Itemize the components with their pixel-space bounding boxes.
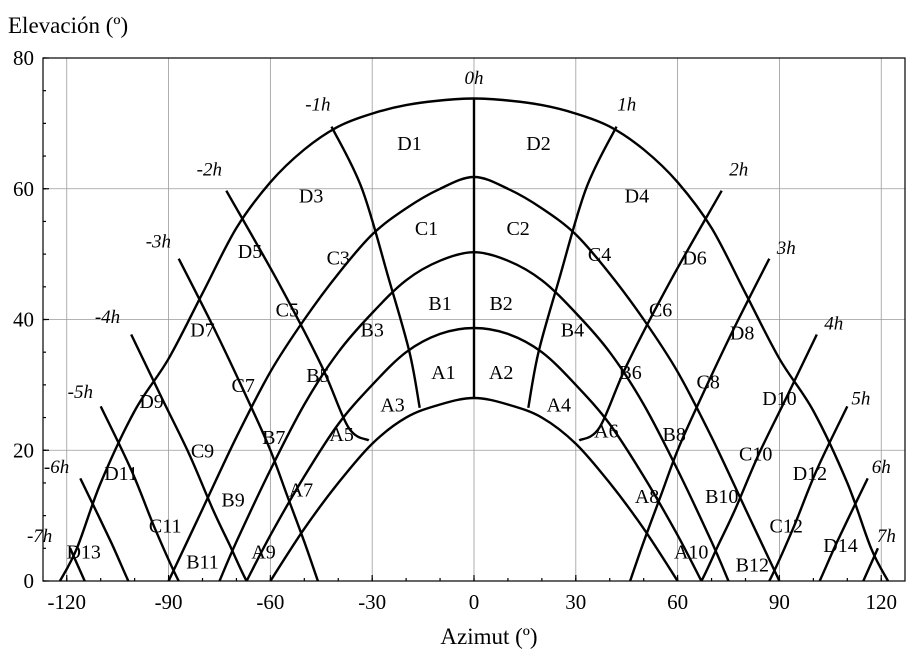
x-tick-label: 30 [565, 590, 586, 614]
hour-label: 0h [465, 68, 484, 89]
zone-label: C7 [232, 375, 255, 397]
hour-curve--4h [130, 333, 248, 581]
zone-label: C4 [588, 244, 611, 266]
y-tick-label: 60 [13, 177, 34, 201]
zone-label: B3 [361, 319, 384, 341]
zone-label: C3 [327, 247, 350, 269]
zone-label: D11 [104, 463, 138, 485]
hour-curve-5h [767, 405, 849, 581]
hour-curve-3h [628, 258, 771, 581]
x-tick-label: 0 [469, 590, 480, 614]
hour-label: 4h [824, 313, 843, 334]
zone-label: A6 [594, 421, 618, 443]
zone-label: A9 [251, 542, 275, 564]
zone-label: D4 [625, 185, 649, 207]
hour-curve--1h [330, 126, 421, 409]
zone-label: D14 [823, 535, 857, 557]
zone-label: B4 [561, 319, 584, 341]
zone-label: C9 [191, 440, 214, 462]
zone-label: C2 [506, 218, 529, 240]
zone-label: D10 [762, 388, 796, 410]
labels: -120 -90 -60 -30 0 30 60 90 120 0 20 40 60 80 0h -1h 1h -… [13, 46, 897, 614]
y-tick-label: 0 [24, 569, 35, 593]
zone-label: B9 [221, 489, 244, 511]
hour-label: 2h [729, 160, 748, 181]
hour-curve-4h [700, 333, 818, 581]
zone-label: B12 [736, 555, 769, 577]
x-axis-title: Azimut (º) [440, 624, 537, 649]
y-tick-label: 20 [13, 438, 34, 462]
curves [58, 97, 890, 581]
zone-label: D13 [66, 542, 100, 564]
zone-label: C8 [696, 372, 719, 394]
hour-curve-6h [818, 477, 869, 581]
hour-label: -3h [146, 232, 171, 253]
hour-label: 7h [877, 526, 896, 547]
hour-label: 5h [851, 388, 870, 409]
zone-label: D2 [526, 133, 550, 155]
zone-label: A7 [289, 479, 313, 501]
zone-label: A10 [674, 542, 708, 564]
hour-curve--5h [99, 405, 181, 581]
hour-curve--3h [177, 258, 320, 581]
hour-label: -2h [197, 160, 222, 181]
hour-label: -4h [95, 307, 120, 328]
hour-label: 3h [776, 238, 796, 259]
zone-label: D3 [299, 185, 323, 207]
zone-label: D5 [238, 241, 262, 263]
zone-label: D12 [793, 463, 827, 485]
zone-label: B7 [262, 427, 285, 449]
zone-label: B6 [618, 362, 641, 384]
hour-curve--7h [69, 547, 87, 581]
zone-label: A2 [489, 362, 513, 384]
zone-label: A4 [547, 394, 571, 416]
zone-label: D1 [397, 133, 421, 155]
zone-label: A3 [380, 394, 404, 416]
x-tick-label: -60 [256, 590, 284, 614]
x-tick-label: 120 [865, 590, 897, 614]
x-tick-label: -90 [155, 590, 183, 614]
y-tick-label: 40 [13, 308, 34, 332]
x-tick-label: -30 [358, 590, 386, 614]
hour-curve--6h [79, 477, 130, 581]
zone-label: C1 [415, 218, 438, 240]
hour-label: 1h [617, 94, 636, 115]
hour-label: -7h [27, 526, 52, 547]
hour-curve-2h [578, 190, 723, 442]
zone-label: C11 [149, 515, 182, 537]
zone-label: D8 [730, 323, 754, 345]
hour-label: -5h [68, 382, 93, 403]
axes [42, 57, 906, 582]
hour-curve-1h [527, 126, 618, 409]
zone-label: A8 [635, 486, 659, 508]
zone-label: D9 [139, 391, 163, 413]
zone-label: A5 [329, 424, 353, 446]
zone-label: B2 [489, 293, 512, 315]
zone-label: B5 [306, 365, 329, 387]
zone-label: B11 [186, 551, 219, 573]
zone-label: B1 [428, 293, 451, 315]
zone-label: C6 [649, 300, 672, 322]
zone-label: D7 [190, 319, 214, 341]
zone-label: B10 [705, 486, 738, 508]
x-tick-label: 60 [667, 590, 688, 614]
hour-label: 6h [872, 457, 891, 478]
hour-label: -1h [305, 94, 330, 115]
zone-label: C12 [770, 515, 803, 537]
y-tick-label: 80 [13, 46, 34, 70]
y-axis-title: Elevación (º) [8, 13, 128, 38]
x-tick-label: 90 [769, 590, 790, 614]
zone-label: A1 [431, 362, 455, 384]
hour-curve-7h [861, 547, 879, 581]
hour-curve--2h [225, 190, 370, 442]
zone-label: B8 [663, 424, 686, 446]
zone-label: C10 [739, 444, 772, 466]
x-tick-label: -120 [48, 590, 87, 614]
zone-label: C5 [276, 300, 299, 322]
hour-label: -6h [44, 457, 69, 478]
zone-label: D6 [682, 247, 706, 269]
